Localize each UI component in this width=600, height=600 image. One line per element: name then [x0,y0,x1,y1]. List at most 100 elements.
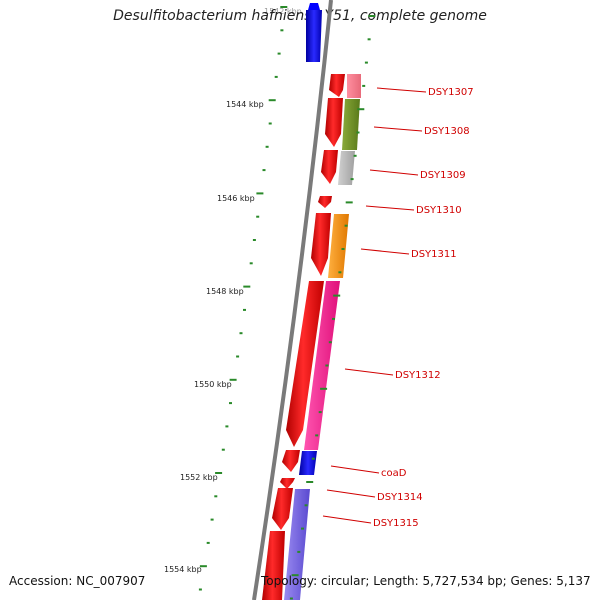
gene-label-dsy1309[interactable]: DSY1309 [420,170,466,181]
ruler-tick [280,29,284,32]
ruler-tick [341,248,345,250]
ruler-label-1552: 1552 kbp [180,473,218,482]
ruler-tick [225,425,229,428]
gene-arrow-red-1310 [318,196,332,208]
ruler-tick [199,565,207,568]
ruler-tick [315,434,319,437]
gene-block-dsy1307 [347,74,361,98]
ruler-tick [345,201,353,204]
gene-arrow-red-coaD [282,450,300,472]
ruler-tick [256,192,264,195]
ruler-tick [328,341,332,344]
ruler-tick [311,457,315,460]
ruler-tick [338,271,342,274]
gene-leader-line [373,126,423,132]
gene-leader-line [330,465,380,474]
ruler-tick [318,411,322,414]
ruler-tick [350,178,354,181]
gene-leader-line [376,87,427,93]
gene-block-dsy1311 [328,214,349,278]
ruler-tick [297,550,301,553]
ruler-tick [368,15,376,17]
ruler-tick [256,215,260,218]
gene-block-coaD [299,451,317,475]
ruler-ticks-right [289,15,376,600]
ruler-tick [198,588,202,591]
ruler-tick [333,294,341,297]
gene-leader-line [360,248,410,255]
ruler-label-1546: 1546 kbp [217,194,255,203]
ruler-tick [325,364,329,367]
ruler-tick [274,75,278,78]
ruler-tick [306,481,314,483]
ruler-tick [215,472,223,474]
gene-leader-line [322,515,372,524]
ruler-label-1542: 1542 kbp [264,7,302,16]
ruler-tick [320,387,328,390]
gene-arrow-red-1311 [311,213,331,276]
genome-backbone [252,0,333,600]
ruler-tick [252,239,256,241]
ruler-tick [236,355,240,358]
gene-leader-line [369,169,419,176]
ruler-tick [364,61,368,64]
ruler-tick [291,574,299,577]
gene-label-dsy1315[interactable]: DSY1315 [373,518,419,529]
gene-leader-line [365,205,415,211]
gene-leader-line [326,489,376,498]
gene-label-dsy1308[interactable]: DSY1308 [424,126,470,137]
ruler-tick [356,131,360,134]
gene-leader-line [344,368,394,376]
ruler-tick [229,378,237,381]
ruler-tick [280,6,288,8]
gene-arrow-red-1312 [286,281,324,447]
gene-label-dsy1312[interactable]: DSY1312 [395,370,441,381]
gene-block-dsy1315 [284,489,310,600]
ruler-tick [289,597,293,600]
accession-label: Accession: NC_007907 [9,574,146,588]
gene-arrow-red-bottom [262,531,285,600]
gene-arrow-red-1315 [272,488,293,530]
ruler-label-1544: 1544 kbp [226,100,264,109]
ruler-tick [249,262,253,265]
ruler-tick [243,308,246,311]
gene-block-dsy1309 [338,151,355,185]
ruler-label-1550: 1550 kbp [194,380,232,389]
ruler-tick [214,495,218,498]
ruler-tick [362,84,366,87]
ruler-label-1554: 1554 kbp [164,565,202,574]
ruler-tick [210,518,214,521]
ruler-tick [344,224,348,227]
ruler-tick [221,448,225,451]
ruler-tick [357,108,365,111]
ruler-tick [304,504,308,507]
gene-label-dsy1310[interactable]: DSY1310 [416,205,462,216]
ruler-tick [239,332,243,335]
gene-arrow-red-1307 [329,74,345,97]
ruler-ticks-left [198,6,288,591]
gene-label-dsy1307[interactable]: DSY1307 [428,87,474,98]
ruler-tick [367,38,371,41]
ruler-label-1548: 1548 kbp [206,287,244,296]
gene-label-dsy1314[interactable]: DSY1314 [377,492,423,503]
gene-block-dsy1312 [304,281,340,450]
ruler-tick [206,541,210,544]
gene-arrow-red-1309 [321,150,338,184]
ruler-tick [262,169,266,172]
ruler-tick [268,122,272,125]
gene-label-dsy1311[interactable]: DSY1311 [411,249,457,260]
topology-label: Topology: circular; Length: 5,727,534 bp… [261,574,591,588]
ruler-tick [243,285,251,288]
gene-block-dsy1308 [342,99,360,150]
gene-arrow-blue-top [306,3,322,62]
ruler-tick [301,527,304,530]
genome-title: Desulfitobacterium hafniense Y51, comple… [113,8,487,24]
gene-arrow-red-1308 [325,98,343,147]
ruler-tick [332,317,335,320]
gene-arrow-red-1314 [280,478,295,489]
ruler-tick [353,154,357,157]
gene-label-coaD[interactable]: coaD [381,468,407,479]
ruler-tick [277,52,281,55]
ruler-tick [229,402,232,405]
